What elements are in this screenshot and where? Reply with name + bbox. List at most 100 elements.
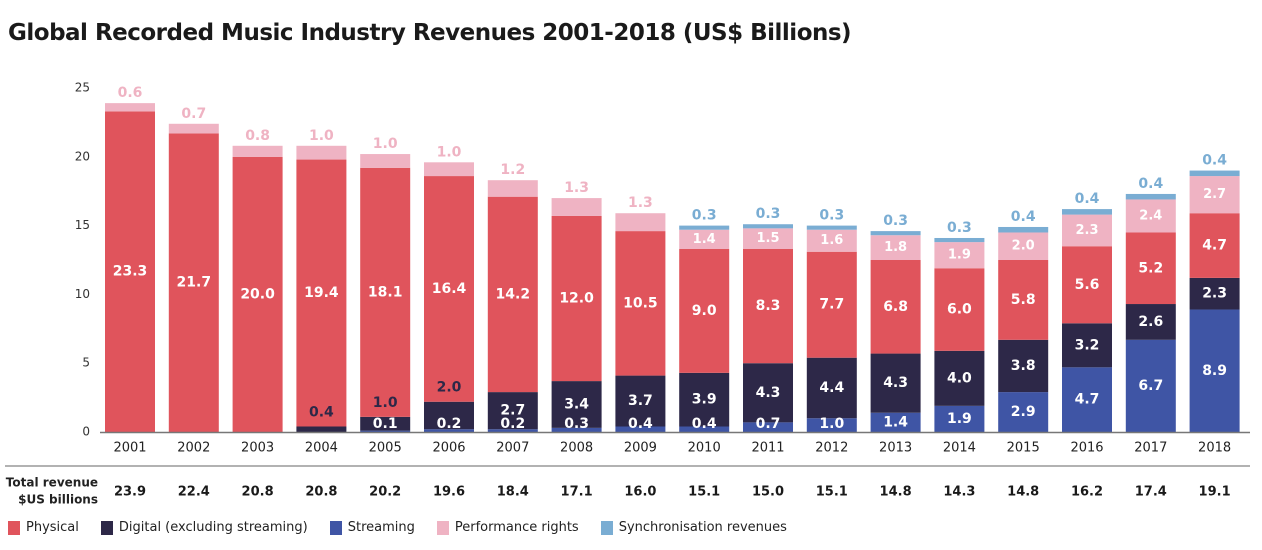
legend-item: Synchronisation revenues	[600, 520, 787, 535]
bar-segment	[1062, 209, 1112, 215]
x-tick-label: 2012	[815, 441, 848, 456]
data-label-physical: 10.5	[623, 295, 658, 311]
bar-segment	[998, 226, 1049, 233]
bar-segment	[806, 225, 857, 230]
data-label-physical: 20.0	[240, 286, 275, 302]
bar-segment	[360, 416, 411, 431]
data-label-performance: 1.0	[373, 136, 398, 152]
data-label-physical: 5.8	[1011, 292, 1036, 308]
data-label-digital: 2.6	[1138, 314, 1163, 330]
legend-label: Physical	[26, 520, 79, 535]
legend-swatch	[436, 520, 449, 535]
bar-segment	[360, 430, 411, 432]
total-value: 20.8	[242, 485, 274, 500]
bar-segment	[424, 162, 474, 177]
bar-segment	[1189, 170, 1240, 177]
data-label-physical: 8.3	[756, 298, 781, 314]
bar-segment	[743, 224, 793, 229]
y-tick-label: 20	[75, 149, 90, 163]
data-label-physical: 6.0	[947, 302, 972, 318]
bar-segment	[679, 426, 730, 432]
bar-segment	[870, 353, 921, 413]
data-label-performance: 1.8	[884, 240, 907, 255]
data-label-sync: 0.3	[819, 208, 844, 224]
bar-segment	[679, 248, 730, 373]
bar-segment	[806, 357, 857, 419]
data-label-digital: 2.7	[500, 403, 525, 419]
data-label-performance: 2.0	[1012, 239, 1035, 254]
data-label-physical: 4.7	[1202, 238, 1227, 254]
data-label-streaming: 0.4	[692, 416, 717, 432]
data-label-digital: 3.7	[628, 393, 653, 409]
x-tick-label: 2010	[688, 441, 721, 456]
data-label-digital: 3.2	[1075, 337, 1100, 353]
data-label-digital: 1.0	[373, 395, 398, 411]
data-label-digital: 4.3	[883, 375, 908, 391]
bar-segment	[1125, 304, 1176, 340]
bar-segment	[551, 427, 602, 432]
x-tick-label: 2017	[1134, 441, 1167, 456]
bar-segment	[934, 268, 985, 351]
data-label-performance: 0.6	[118, 85, 143, 101]
total-value: 15.0	[752, 485, 784, 500]
data-label-sync: 0.4	[1011, 209, 1036, 225]
data-label-digital: 3.8	[1011, 358, 1036, 374]
x-tick-label: 2001	[113, 441, 146, 456]
data-label-physical: 23.3	[113, 264, 148, 280]
data-label-sync: 0.3	[883, 213, 908, 229]
legend-label: Digital (excluding streaming)	[118, 520, 308, 535]
data-label-physical: 12.0	[559, 291, 594, 307]
data-label-sync: 0.3	[756, 206, 781, 222]
bar-segment	[551, 198, 602, 216]
x-tick-label: 2006	[432, 441, 465, 456]
data-label-physical: 9.0	[692, 303, 717, 319]
bar-segment	[168, 133, 219, 432]
x-tick-label: 2018	[1198, 441, 1231, 456]
data-label-physical: 6.8	[883, 299, 908, 315]
data-label-sync: 0.4	[1075, 191, 1100, 207]
x-tick-label: 2004	[305, 441, 338, 456]
bar-segment	[679, 372, 730, 427]
data-label-digital: 2.3	[1202, 286, 1227, 302]
bar-segment	[806, 229, 857, 252]
legend-swatch	[329, 520, 342, 535]
bar-segment	[870, 231, 921, 236]
x-tick-label: 2015	[1007, 441, 1040, 456]
bar-segment	[1125, 232, 1176, 305]
bar-segment	[360, 154, 411, 168]
bar-segment	[934, 242, 985, 269]
total-value: 14.3	[943, 485, 975, 500]
bar-segment	[296, 159, 347, 427]
x-tick-label: 2008	[560, 441, 593, 456]
data-label-streaming: 0.1	[373, 416, 398, 432]
data-label-performance: 1.4	[693, 232, 716, 247]
data-label-streaming: 1.4	[883, 414, 908, 430]
legend-item: Physical	[8, 520, 79, 535]
x-tick-label: 2013	[879, 441, 912, 456]
total-value: 15.1	[816, 485, 848, 500]
chart-title: Global Recorded Music Industry Revenues …	[8, 20, 852, 46]
bar-segment	[743, 363, 793, 423]
data-label-performance: 0.7	[181, 106, 206, 122]
data-label-physical: 5.6	[1075, 277, 1100, 293]
bar-segment	[1062, 246, 1112, 324]
data-label-digital: 0.4	[309, 404, 334, 420]
total-value: 23.9	[114, 485, 146, 500]
legend-swatch	[8, 520, 20, 535]
bar-segment	[1189, 277, 1240, 310]
legend: Physical Digital (excluding streaming) Str…	[8, 520, 787, 535]
data-label-digital: 4.3	[756, 385, 781, 401]
bar-segment	[1189, 309, 1240, 432]
bar-segment	[806, 418, 857, 432]
bar-segment	[487, 429, 538, 432]
data-label-performance: 2.4	[1139, 208, 1162, 223]
data-label-physical: 18.1	[368, 284, 403, 300]
data-label-streaming: 0.2	[437, 416, 462, 432]
bar-segment	[615, 213, 666, 232]
data-label-streaming: 0.7	[756, 416, 781, 432]
bar-segment	[998, 260, 1049, 340]
bar-segment	[934, 237, 985, 243]
bar-segment	[1125, 193, 1176, 200]
bar-segment	[743, 248, 793, 364]
